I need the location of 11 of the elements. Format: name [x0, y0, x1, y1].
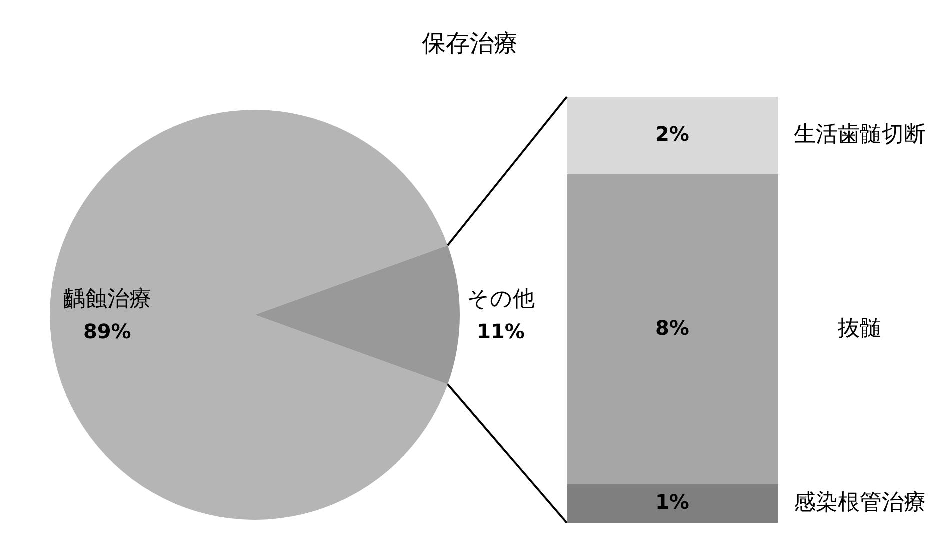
- data-label: 1%: [656, 490, 690, 514]
- data-label: 89%: [83, 319, 132, 344]
- slice-label: 齲蝕治療: [63, 287, 152, 312]
- chart-title: 保存治療: [422, 30, 518, 58]
- data-label: 8%: [656, 316, 690, 340]
- series-label: 生活歯髄切断: [794, 122, 926, 148]
- data-label: 11%: [477, 319, 525, 344]
- text: 抜髄: [838, 316, 882, 342]
- slice-label: その他: [467, 287, 535, 312]
- series-label: 感染根管治療: [794, 490, 926, 516]
- data-label: 2%: [656, 122, 690, 146]
